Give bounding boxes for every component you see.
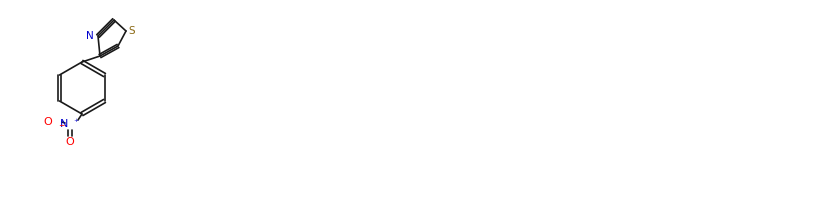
- Text: +: +: [73, 117, 78, 123]
- Text: O: O: [44, 117, 52, 127]
- Text: −: −: [58, 122, 64, 130]
- Text: O: O: [66, 137, 75, 147]
- Text: S: S: [129, 26, 135, 36]
- Text: N: N: [60, 119, 68, 129]
- Text: N: N: [86, 31, 94, 41]
